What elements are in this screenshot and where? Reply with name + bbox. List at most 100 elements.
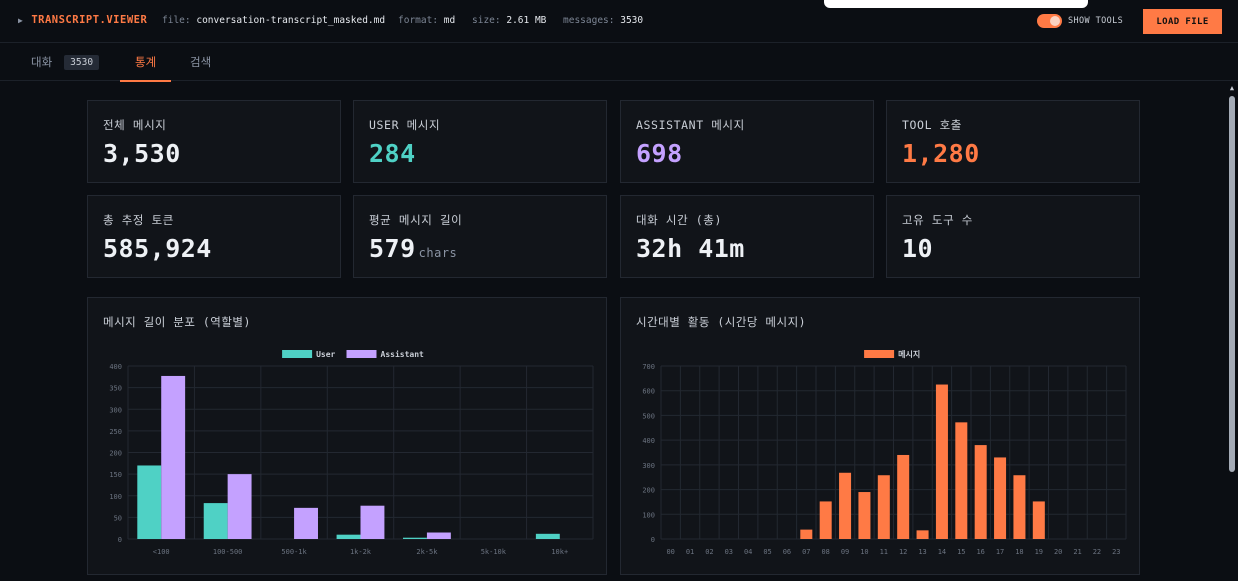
x-tick-label: 12 bbox=[899, 548, 907, 556]
y-tick-label: 50 bbox=[114, 514, 122, 522]
show-tools-label: SHOW TOOLS bbox=[1068, 16, 1124, 26]
stat-card-duration: 대화 시간 (총) 32h 41m bbox=[620, 195, 874, 278]
stat-label: 평균 메시지 길이 bbox=[369, 213, 463, 227]
bar-Assistant-<100 bbox=[161, 375, 186, 539]
conversation-count-badge: 3530 bbox=[64, 54, 100, 70]
legend-swatch bbox=[282, 350, 313, 358]
x-tick-label: 10 bbox=[860, 548, 868, 556]
x-tick-label: 21 bbox=[1073, 548, 1081, 556]
play-icon: ▶ bbox=[18, 15, 24, 25]
x-tick-label: 08 bbox=[821, 548, 829, 556]
tab-conversation[interactable]: 대화 3530 bbox=[31, 43, 100, 81]
x-tick-label: 05 bbox=[763, 548, 771, 556]
stat-card-avg-length: 평균 메시지 길이 579 chars bbox=[353, 195, 607, 278]
file-name: conversation-transcript_masked.md bbox=[196, 15, 386, 26]
x-tick-label: 100-500 bbox=[213, 548, 243, 556]
bar-User-100-500 bbox=[203, 503, 228, 539]
bar-Assistant-2k-5k bbox=[426, 532, 451, 539]
y-tick-label: 600 bbox=[642, 388, 655, 396]
overlay-bar bbox=[824, 0, 1088, 8]
bar-User-10k+ bbox=[535, 533, 560, 539]
bar-메시지-07 bbox=[800, 529, 813, 539]
stat-value: 1,280 bbox=[902, 139, 980, 168]
messages-meta: messages: 3530 bbox=[563, 15, 644, 26]
y-tick-label: 200 bbox=[109, 450, 122, 458]
bar-User-<100 bbox=[137, 465, 162, 539]
y-tick-label: 150 bbox=[109, 471, 122, 479]
scrollbar[interactable]: ▲ bbox=[1228, 84, 1236, 581]
y-tick-label: 400 bbox=[109, 363, 122, 371]
brand: ▶ TRANSCRIPT.VIEWER bbox=[18, 14, 147, 26]
y-tick-label: 300 bbox=[109, 406, 122, 414]
scroll-up-icon[interactable]: ▲ bbox=[1229, 84, 1235, 92]
x-tick-label: 19 bbox=[1035, 548, 1043, 556]
stat-card-unique-tools: 고유 도구 수 10 bbox=[886, 195, 1140, 278]
show-tools-toggle[interactable] bbox=[1037, 14, 1062, 28]
bar-메시지-16 bbox=[974, 445, 987, 539]
stat-label: 전체 메시지 bbox=[103, 118, 167, 132]
bar-Assistant-500-1k bbox=[294, 507, 318, 539]
stat-label: 고유 도구 수 bbox=[902, 213, 973, 227]
bar-메시지-14 bbox=[935, 384, 948, 539]
bar-User-1k-2k bbox=[336, 534, 361, 539]
tab-statistics[interactable]: 통계 bbox=[120, 43, 172, 82]
x-tick-label: 14 bbox=[938, 548, 946, 556]
scroll-thumb[interactable] bbox=[1229, 96, 1235, 472]
x-tick-label: 02 bbox=[705, 548, 713, 556]
tab-search[interactable]: 검색 bbox=[190, 55, 212, 69]
y-tick-label: 100 bbox=[642, 511, 655, 519]
chart-title: 시간대별 활동 (시간당 메시지) bbox=[636, 315, 807, 329]
stat-value: 10 bbox=[902, 234, 934, 263]
x-tick-label: 01 bbox=[686, 548, 694, 556]
bar-메시지-18 bbox=[1013, 475, 1026, 539]
x-tick-label: 09 bbox=[841, 548, 849, 556]
x-tick-label: 17 bbox=[996, 548, 1004, 556]
x-tick-label: 11 bbox=[880, 548, 888, 556]
messages-count: 3530 bbox=[620, 15, 644, 26]
x-tick-label: 5k-10k bbox=[481, 548, 507, 556]
bar-Assistant-100-500 bbox=[227, 474, 252, 539]
load-file-button[interactable]: LOAD FILE bbox=[1143, 9, 1222, 34]
legend-label: User bbox=[316, 350, 335, 359]
x-tick-label: 16 bbox=[976, 548, 984, 556]
bar-메시지-17 bbox=[994, 457, 1007, 539]
bar-User-2k-5k bbox=[403, 537, 427, 539]
stat-unit: chars bbox=[418, 246, 458, 260]
x-tick-label: <100 bbox=[153, 548, 170, 556]
y-tick-label: 300 bbox=[642, 462, 655, 470]
stat-value: 585,924 bbox=[103, 234, 212, 263]
bar-메시지-08 bbox=[819, 501, 832, 539]
stat-card-assistant-messages: ASSISTANT 메시지 698 bbox=[620, 100, 874, 183]
y-tick-label: 200 bbox=[642, 487, 655, 495]
legend-swatch bbox=[864, 350, 895, 358]
hourly-activity-chart: 0 100 200 300 400 500 600 700 00 01 02 03 04 05 06 07 08… bbox=[642, 349, 1127, 556]
x-tick-label: 10k+ bbox=[551, 548, 568, 556]
stat-value: 32h 41m bbox=[636, 234, 745, 263]
x-tick-label: 500-1k bbox=[281, 548, 307, 556]
stat-card-tool-calls: TOOL 호출 1,280 bbox=[886, 100, 1140, 183]
stat-card-total-messages: 전체 메시지 3,530 bbox=[87, 100, 341, 183]
chart-card-length-distribution: 메시지 길이 분포 (역할별) 0 50 100 150 200 250 300 350 400… bbox=[87, 297, 607, 575]
bar-메시지-19 bbox=[1032, 501, 1045, 539]
x-tick-label: 18 bbox=[1015, 548, 1023, 556]
toggle-knob bbox=[1050, 16, 1060, 26]
brand-title: TRANSCRIPT.VIEWER bbox=[31, 14, 148, 26]
stat-value: 698 bbox=[636, 139, 683, 168]
y-tick-label: 400 bbox=[642, 437, 655, 445]
tab-bar: 대화 3530 통계 검색 bbox=[0, 43, 1238, 82]
format-meta: format: md bbox=[398, 15, 456, 26]
chart-card-hourly-activity: 시간대별 활동 (시간당 메시지) 0 100 200 300 400 500 600 700… bbox=[620, 297, 1140, 575]
stat-value: 3,530 bbox=[103, 139, 181, 168]
stat-label: 총 추정 토큰 bbox=[103, 213, 174, 227]
stat-label: USER 메시지 bbox=[369, 118, 441, 132]
bar-Assistant-1k-2k bbox=[360, 505, 385, 539]
legend-label: 메시지 bbox=[898, 349, 920, 359]
y-tick-label: 0 bbox=[651, 536, 655, 544]
x-tick-label: 1k-2k bbox=[350, 548, 372, 556]
x-tick-label: 04 bbox=[744, 548, 752, 556]
stat-card-user-messages: USER 메시지 284 bbox=[353, 100, 607, 183]
stat-value: 284 bbox=[369, 139, 416, 168]
bar-메시지-13 bbox=[916, 530, 929, 539]
file-meta: file: conversation-transcript_masked.md bbox=[162, 15, 386, 26]
size-meta: size: 2.61 MB bbox=[472, 15, 547, 26]
